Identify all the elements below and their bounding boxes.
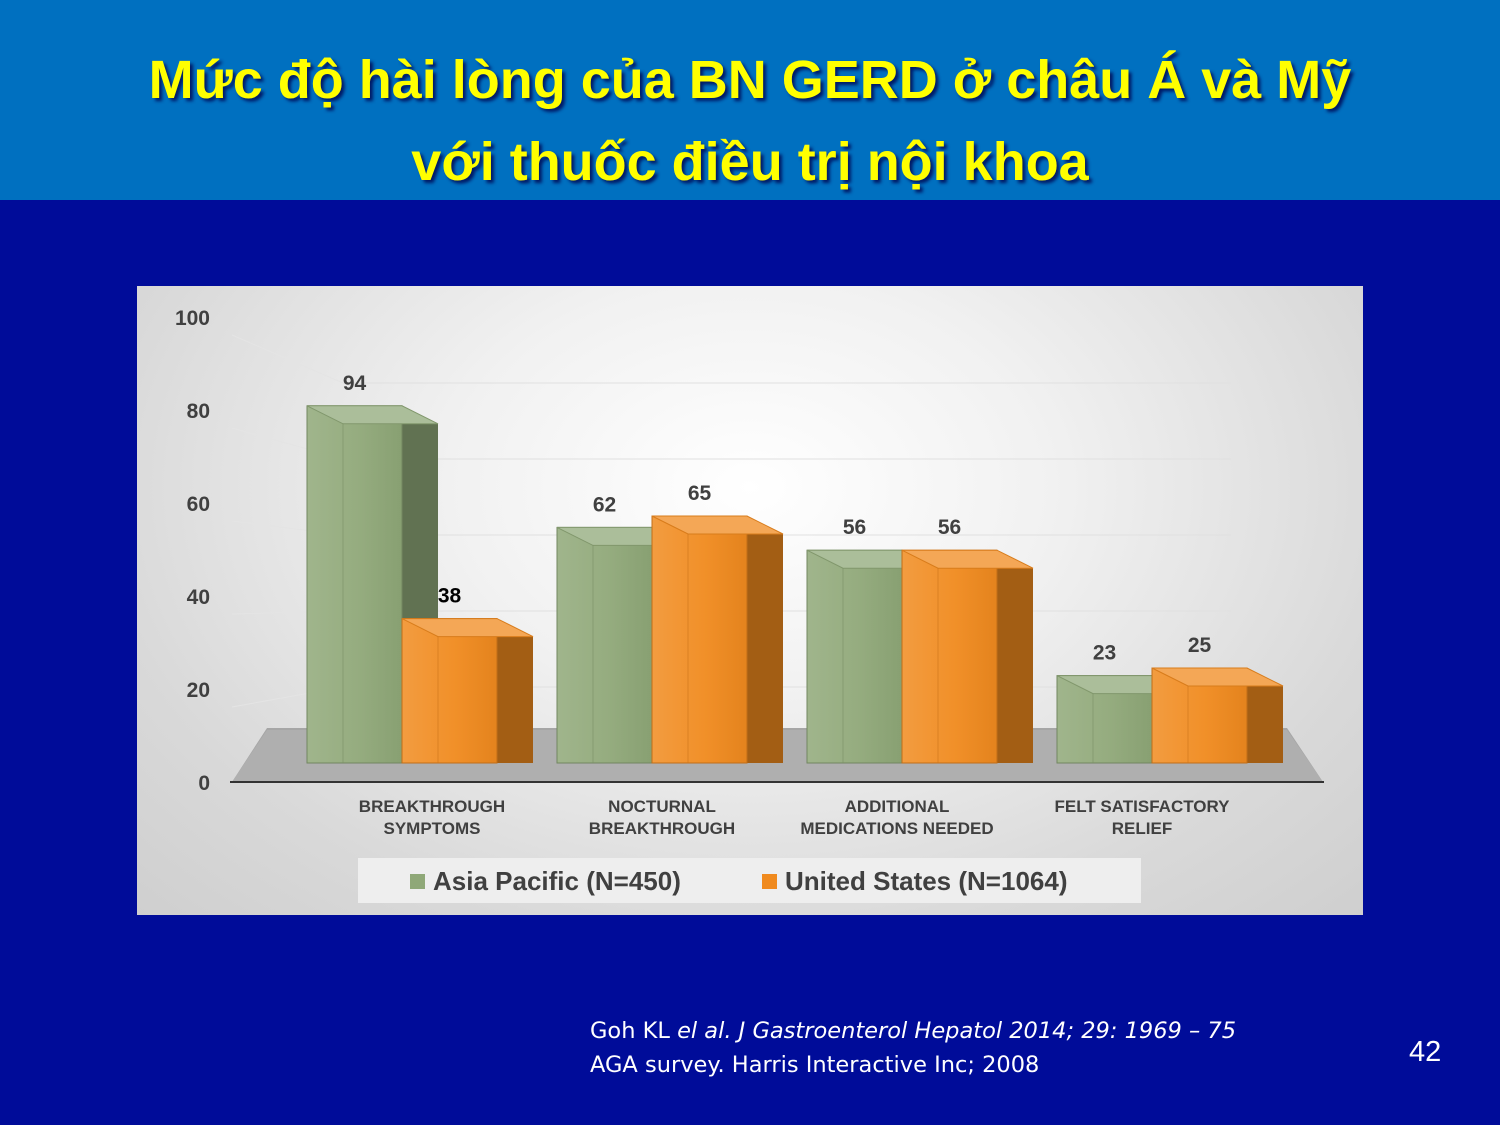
data-label: 38	[438, 585, 462, 608]
data-label: 56	[843, 516, 866, 539]
bar-front-face	[306, 405, 403, 764]
y-tick-label: 0	[198, 772, 210, 795]
bar-side-face	[1247, 668, 1283, 763]
data-label: 62	[593, 493, 616, 516]
x-tick-label: SYMPTOMS	[384, 819, 481, 838]
title-bar: Mức độ hài lòng của BN GERD ở châu Á và …	[0, 0, 1500, 200]
bar-side-face	[497, 618, 533, 763]
x-tick-label: BREAKTHROUGH	[589, 819, 735, 838]
bar-united-states	[1151, 667, 1284, 764]
bar-chart: 0 20 40 60 80 100 94 38 62 65 56 56 23 25 BREAKTHROUGH…	[175, 307, 1324, 838]
gridline-perspective	[231, 334, 344, 384]
x-tick-label: NOCTURNAL	[608, 797, 716, 816]
bar-top-face	[901, 549, 1034, 569]
legend-label-united-states: United States (N=1064)	[785, 866, 1068, 896]
citation-et-al: el al.	[677, 1018, 732, 1044]
citation-line-1: Goh KL el al. J Gastroenterol Hepatol 20…	[590, 1014, 1236, 1048]
legend-label-asia-pacific: Asia Pacific (N=450)	[433, 866, 681, 896]
y-tick-label: 80	[187, 400, 210, 423]
bar-top-face	[651, 515, 784, 535]
bar-front-face	[651, 515, 748, 764]
chart-legend: Asia Pacific (N=450) United States (N=10…	[358, 858, 1141, 903]
bar-front-face	[556, 526, 653, 764]
bar-top-face	[306, 405, 439, 425]
bar-top-face	[401, 618, 534, 638]
citation-line-2: AGA survey. Harris Interactive Inc; 2008	[590, 1052, 1040, 1078]
bar-front-face	[901, 549, 998, 764]
data-label: 65	[688, 482, 712, 505]
data-label: 56	[938, 516, 961, 539]
chart-panel: 0 20 40 60 80 100 94 38 62 65 56 56 23 25 BREAKTHROUGH…	[137, 286, 1363, 915]
y-tick-label: 100	[175, 307, 210, 330]
x-tick-label: MEDICATIONS NEEDED	[800, 819, 993, 838]
bar-front-face	[401, 618, 498, 764]
y-tick-label: 20	[187, 679, 210, 702]
slide-title-line-1: Mức độ hài lòng của BN GERD ở châu Á và …	[148, 50, 1352, 110]
y-tick-label: 40	[187, 586, 210, 609]
legend-swatch-asia-pacific	[410, 874, 425, 889]
data-label: 25	[1188, 634, 1212, 657]
bar-united-states	[901, 549, 1034, 764]
citation-authors: Goh KL	[590, 1018, 678, 1044]
x-tick-label: BREAKTHROUGH	[359, 797, 505, 816]
page-number: 42	[1409, 1036, 1442, 1068]
data-label: 23	[1093, 642, 1116, 665]
x-tick-label: ADDITIONAL	[845, 797, 950, 816]
citation: Goh KL el al. J Gastroenterol Hepatol 20…	[590, 1014, 1236, 1082]
bar-united-states	[401, 618, 534, 764]
data-label: 94	[343, 372, 367, 395]
slide-title-line-2: với thuốc điều trị nội khoa	[411, 132, 1089, 192]
citation-journal: J Gastroenterol Hepatol 2014; 29: 1969 –…	[731, 1018, 1237, 1044]
bar-top-face	[1151, 667, 1284, 687]
legend-swatch-united-states	[762, 874, 777, 889]
bar-united-states	[651, 515, 784, 764]
bar-side-face	[997, 550, 1033, 763]
x-tick-label: RELIEF	[1112, 819, 1172, 838]
bar-side-face	[747, 516, 783, 763]
x-tick-label: FELT SATISFACTORY	[1054, 797, 1230, 816]
y-tick-label: 60	[187, 493, 210, 516]
bar-front-face	[806, 549, 903, 764]
